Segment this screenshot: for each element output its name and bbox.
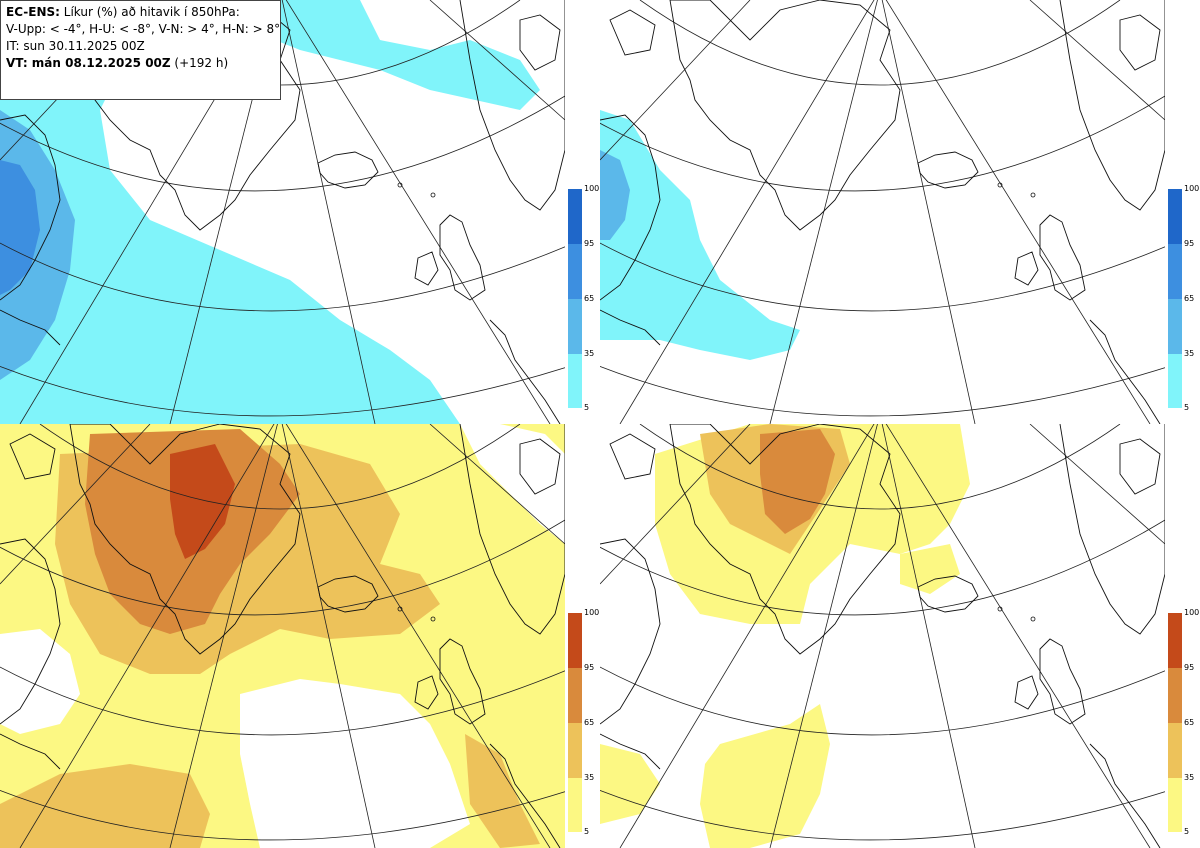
map-panel-hu: 100 95 65 35 5	[600, 0, 1200, 424]
map-hu	[600, 0, 1165, 424]
map-vn	[0, 424, 565, 848]
valid-time-line: VT: mán 08.12.2025 00Z (+192 h)	[6, 55, 275, 72]
colorbar-tick: 95	[584, 239, 595, 248]
colorbar-segment	[568, 668, 582, 723]
colorbar-segment	[568, 354, 582, 408]
categories-line: V-Upp: < -4°, H-U: < -8°, V-N: > 4°, H-N…	[6, 22, 281, 36]
colorbar-tick: 100	[1184, 184, 1200, 193]
map-panel-hn: 100 95 65 35 5	[600, 424, 1200, 848]
colorbar-tick: 95	[584, 663, 595, 672]
map-hn	[600, 424, 1165, 848]
colorbar-segment	[568, 299, 582, 354]
product-name: EC-ENS:	[6, 5, 60, 19]
colorbar-cold-2: 100 95 65 35 5	[1168, 185, 1199, 412]
colorbar-segment	[1168, 613, 1182, 668]
colorbar-segment	[568, 244, 582, 299]
colorbar-segment	[568, 613, 582, 668]
colorbar-warm-1: 100 95 65 35 5	[568, 609, 599, 836]
colorbar-segment	[1168, 668, 1182, 723]
colorbar-tick: 95	[1184, 239, 1195, 248]
map-panel-vn: 100 95 65 35 5	[0, 424, 600, 848]
colorbar-tick: 5	[1184, 827, 1190, 836]
colorbar-tick: 35	[1184, 773, 1195, 782]
colorbar-tick: 65	[584, 294, 595, 303]
colorbar-tick: 5	[1184, 403, 1190, 412]
initial-time: IT: sun 30.11.2025 00Z	[6, 39, 145, 53]
colorbar-segment	[1168, 244, 1182, 299]
colorbar-tick: 95	[1184, 663, 1195, 672]
product-description: Líkur (%) að hitavik í 850hPa:	[59, 5, 240, 19]
colorbar-tick: 5	[584, 403, 590, 412]
colorbar-segment	[1168, 723, 1182, 778]
lead-time: (+192 h)	[170, 56, 229, 70]
colorbar-cold-1: 100 95 65 35 5	[568, 185, 599, 412]
colorbar-segment	[568, 723, 582, 778]
colorbar-tick: 65	[1184, 294, 1195, 303]
colorbar-tick: 65	[1184, 718, 1195, 727]
colorbar-tick: 5	[584, 827, 590, 836]
colorbar-segment	[1168, 778, 1182, 832]
colorbar-tick: 35	[584, 773, 595, 782]
colorbar-segment	[568, 778, 582, 832]
title-box: EC-ENS: Líkur (%) að hitavik í 850hPa: V…	[0, 0, 281, 100]
colorbar-segment	[1168, 299, 1182, 354]
colorbar-warm-2: 100 95 65 35 5	[1168, 609, 1199, 836]
valid-time: VT: mán 08.12.2025 00Z	[6, 56, 171, 70]
colorbar-tick: 35	[1184, 349, 1195, 358]
colorbar-segment	[568, 189, 582, 244]
colorbar-segment	[1168, 354, 1182, 408]
colorbar-tick: 65	[584, 718, 595, 727]
colorbar-tick: 100	[584, 184, 600, 193]
colorbar-tick: 35	[584, 349, 595, 358]
title-line-1: EC-ENS: Líkur (%) að hitavik í 850hPa:	[6, 4, 275, 21]
colorbar-tick: 100	[1184, 608, 1200, 617]
colorbar-tick: 100	[584, 608, 600, 617]
colorbar-segment	[1168, 189, 1182, 244]
